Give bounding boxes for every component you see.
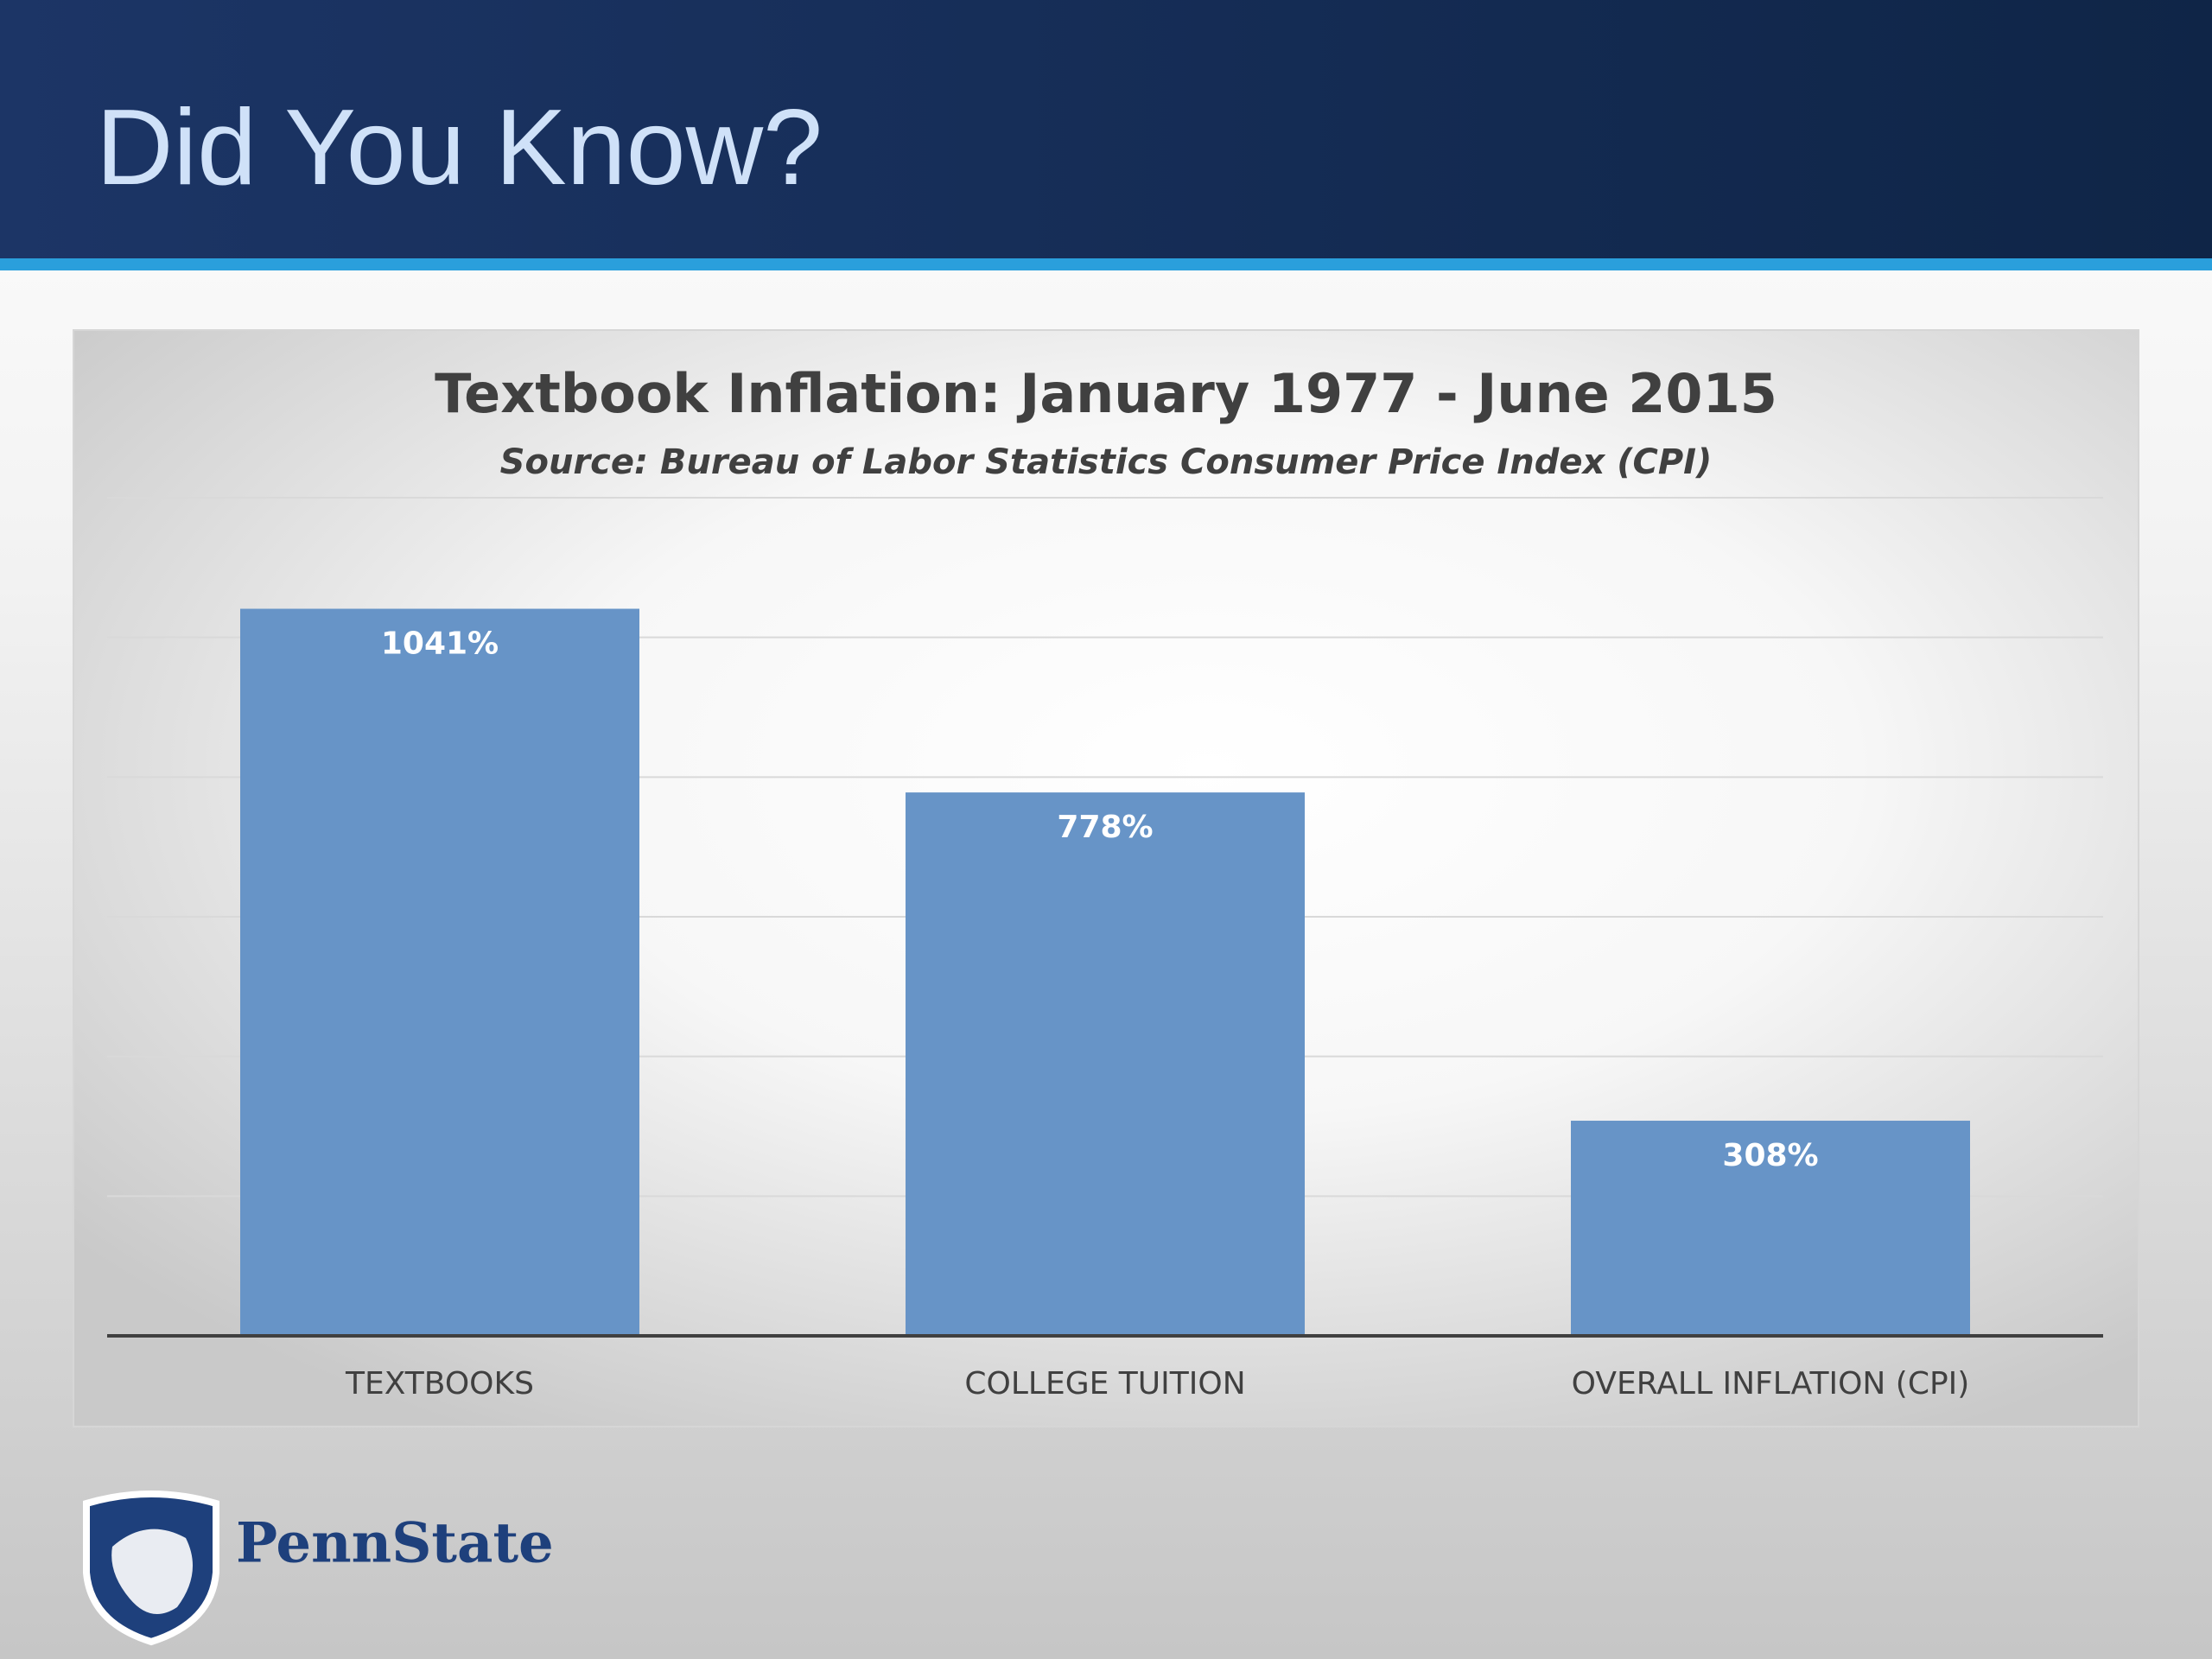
bar [906,792,1305,1336]
value-label: 308% [1722,1138,1818,1173]
x-tick-label: COLLEGE TUITION [964,1366,1245,1402]
header-stripe [0,258,2212,270]
chart: Textbook Inflation: January 1977 - June … [107,362,2103,1402]
slide-title: Did You Know? [96,88,823,207]
chart-title: Textbook Inflation: January 1977 - June … [435,362,1777,425]
logo-lion [111,1529,193,1614]
logo-text: PennState [236,1511,554,1576]
bar [1571,1121,1970,1336]
chart-subtitle: Source: Bureau of Labor Statistics Consu… [500,442,1713,482]
x-tick-label: OVERALL INFLATION (CPI) [1572,1366,1970,1402]
header-band [0,0,2212,258]
value-label: 778% [1057,810,1153,845]
x-tick-label: TEXTBOOKS [345,1366,534,1402]
logo: PennState [83,1491,554,1646]
value-label: 1041% [381,626,499,662]
bar [240,608,639,1336]
